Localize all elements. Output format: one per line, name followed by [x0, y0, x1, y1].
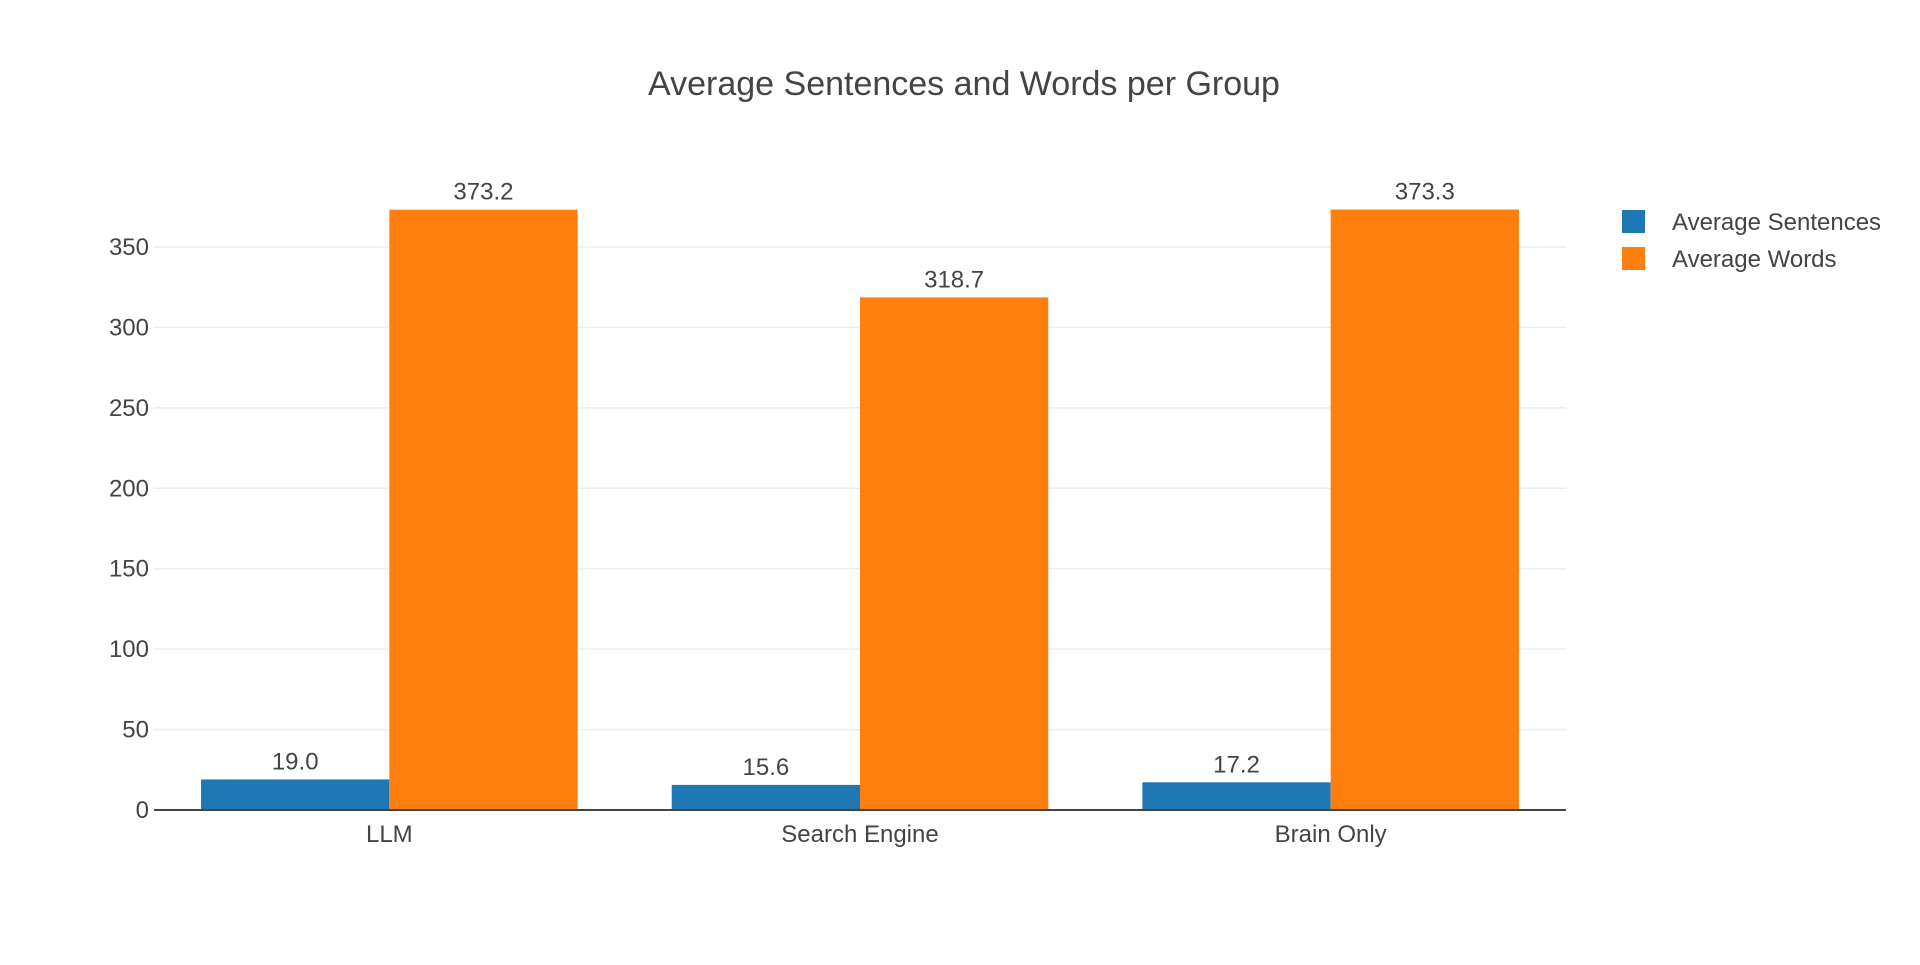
legend[interactable]: Average Sentences Average Words: [1622, 209, 1881, 273]
axes: 0 50 100 150 200 250 300 350 LLM Search Engine Bra…: [109, 234, 1566, 848]
bars: [201, 209, 1519, 811]
legend-item-average-sentences[interactable]: Average Sentences: [1622, 209, 1881, 236]
bar-llm-average-sentences[interactable]: [201, 779, 390, 810]
legend-item-average-words[interactable]: Average Words: [1622, 246, 1837, 273]
legend-swatch: [1622, 247, 1645, 270]
legend-swatch: [1622, 210, 1645, 233]
bar-value-label: 15.6: [743, 754, 790, 781]
legend-label: Average Words: [1672, 246, 1837, 273]
bar-search-engine-average-sentences[interactable]: [671, 784, 860, 810]
x-tick-label: LLM: [366, 821, 413, 848]
bar-brain-only-average-sentences[interactable]: [1142, 782, 1331, 810]
y-tick-label: 300: [109, 314, 149, 341]
legend-label: Average Sentences: [1672, 209, 1881, 236]
y-tick-label: 350: [109, 234, 149, 261]
x-tick-label: Brain Only: [1275, 821, 1387, 848]
bar-value-label: 373.2: [453, 179, 513, 206]
bar-value-label: 19.0: [272, 748, 319, 775]
y-tick-label: 50: [122, 717, 149, 744]
data-labels: 19.0 373.2 15.6 318.7 17.2 373.3: [272, 179, 1455, 781]
x-tick-label: Search Engine: [781, 821, 938, 848]
bar-brain-only-average-words[interactable]: [1330, 209, 1519, 811]
y-tick-label: 0: [136, 797, 149, 824]
chart-title: Average Sentences and Words per Group: [648, 65, 1280, 103]
y-tick-label: 250: [109, 395, 149, 422]
y-tick-label: 100: [109, 636, 149, 663]
bar-value-label: 17.2: [1213, 751, 1260, 778]
bar-value-label: 373.3: [1395, 179, 1455, 206]
bar-value-label: 318.7: [924, 266, 984, 293]
bar-llm-average-words[interactable]: [389, 209, 578, 810]
y-tick-label: 150: [109, 556, 149, 583]
bar-search-engine-average-words[interactable]: [860, 297, 1049, 810]
y-tick-label: 200: [109, 475, 149, 502]
